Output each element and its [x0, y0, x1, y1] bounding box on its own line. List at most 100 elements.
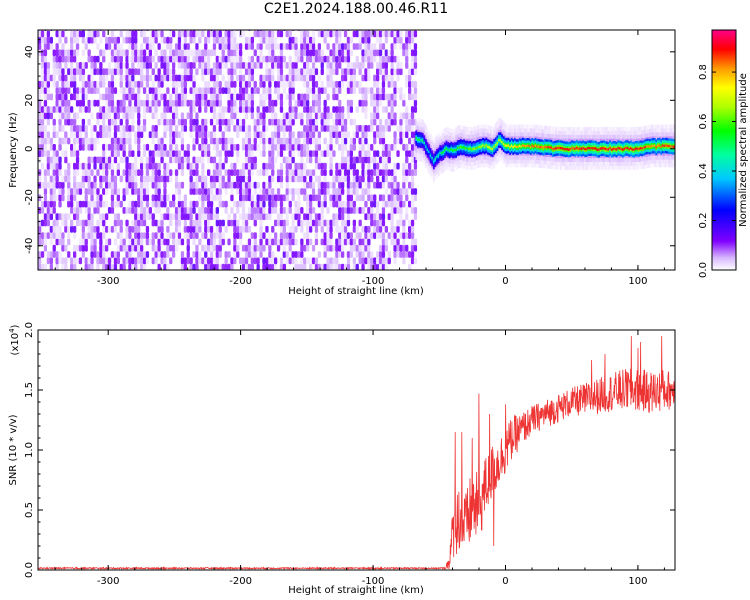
spectrogram-cell [378, 232, 383, 239]
signal-halo-cell [426, 162, 429, 167]
spectrogram-cell [52, 150, 56, 157]
spectrogram-cell [291, 93, 295, 101]
signal-halo-cell [510, 128, 513, 133]
spectrogram-cell [311, 55, 316, 63]
signal-halo-cell [580, 161, 583, 166]
spectrogram-cell [102, 169, 106, 176]
spectrogram-cell [253, 219, 257, 227]
spectrogram-cell [131, 175, 135, 183]
signal-halo-cell [418, 149, 421, 154]
spectrogram-cell [370, 213, 374, 221]
spectrogram-cell [236, 43, 240, 50]
signal-halo-cell [494, 161, 497, 166]
signal-halo-cell [464, 138, 467, 143]
spectrogram-cell [125, 188, 129, 195]
signal-halo-cell [480, 128, 483, 133]
spectrogram-cell [276, 87, 281, 94]
spectrogram-cell [361, 36, 365, 44]
signal-halo-cell [583, 165, 586, 170]
signal-halo-cell [536, 132, 539, 137]
spectrogram-cell [236, 125, 240, 132]
spectrogram-cell [142, 175, 147, 183]
spectrogram-cell [113, 219, 118, 227]
spectrogram-cell [131, 118, 135, 126]
spectrogram-cell [75, 43, 80, 50]
spectrogram-cell [131, 150, 135, 157]
spectrogram-cell [110, 55, 115, 63]
signal-halo-cell [564, 138, 567, 143]
spectrogram-cell [174, 238, 179, 246]
signal-halo-cell [506, 155, 508, 160]
spectrogram-cell [78, 181, 83, 189]
signal-halo-cell [575, 130, 578, 135]
signal-halo-cell [601, 134, 604, 139]
spectrogram-cell [405, 55, 409, 63]
signal-halo-cell [609, 134, 612, 139]
spectrogram-cell [410, 55, 415, 63]
spectrogram-cell [157, 200, 161, 208]
spectrogram-cell [142, 87, 147, 94]
spectrogram-cell [46, 62, 50, 69]
spectrogram-cell [352, 169, 356, 176]
spectrogram-cell [346, 251, 351, 258]
spectrogram-cell [279, 263, 284, 270]
signal-halo-cell [518, 159, 521, 164]
spectrogram-cell [253, 80, 257, 88]
signal-halo-cell [417, 121, 419, 126]
spectrogram-cell [201, 137, 205, 145]
spectrogram-cell [151, 93, 155, 101]
signal-halo-cell [420, 146, 423, 151]
spectrogram-cell [314, 175, 319, 183]
signal-halo-cell [521, 124, 524, 129]
spectrogram-cell [253, 62, 257, 69]
spectrogram-cell [408, 251, 412, 258]
spectrogram-cell [227, 80, 231, 88]
signal-halo-cell [563, 134, 566, 139]
spectrogram-cell [119, 137, 123, 145]
signal-halo-cell [539, 133, 542, 137]
spectrogram-cell [125, 80, 129, 88]
spectrogram-cell [373, 257, 377, 265]
spectrogram-cell [102, 68, 106, 76]
signal-halo-cell [425, 128, 427, 133]
spectrogram-cell [75, 87, 80, 94]
signal-halo-cell [507, 132, 510, 137]
spectrogram-cell [247, 162, 252, 170]
spectrogram-cell [274, 62, 278, 69]
spectrogram-cell [320, 49, 324, 57]
spectrogram-cell [201, 125, 205, 132]
spectrogram-cell [70, 62, 74, 69]
signal-halo-cell [601, 127, 604, 131]
spectrogram-cell [209, 175, 214, 183]
signal-halo-cell [496, 132, 499, 137]
spectrogram-cell [346, 213, 351, 221]
spectrogram-cell [204, 251, 208, 258]
signal-halo-cell [566, 130, 569, 135]
spectrogram-cell [303, 143, 307, 151]
spectrogram-cell [140, 238, 144, 246]
signal-halo-cell [447, 158, 450, 163]
signal-halo-cell [588, 134, 591, 139]
spectrogram-cell [169, 200, 173, 208]
spectrogram-cell [99, 93, 103, 101]
spectrogram-cell [43, 188, 48, 195]
spectrogram-cell [253, 30, 257, 38]
signal-halo-cell [490, 161, 493, 166]
spectrogram-cell [128, 257, 132, 265]
spectrogram-cell [116, 200, 120, 208]
spectrogram-cell [250, 194, 254, 202]
spectrogram-cell [346, 162, 351, 170]
spectrogram-cell [38, 87, 42, 94]
spectrogram-cell [151, 219, 155, 227]
spectrogram-cell [259, 137, 263, 145]
spectrogram-cell [113, 238, 118, 246]
spectrogram-cell [70, 263, 74, 270]
spectrogram-cell [230, 207, 234, 214]
spectrogram-cell [279, 181, 284, 189]
signal-halo-cell [618, 130, 621, 135]
spectrogram-cell [189, 257, 193, 265]
spectrogram-cell [341, 49, 345, 57]
spectrogram-cell [352, 200, 356, 208]
spectrogram-cell [361, 137, 365, 145]
signal-halo-cell [426, 127, 429, 132]
